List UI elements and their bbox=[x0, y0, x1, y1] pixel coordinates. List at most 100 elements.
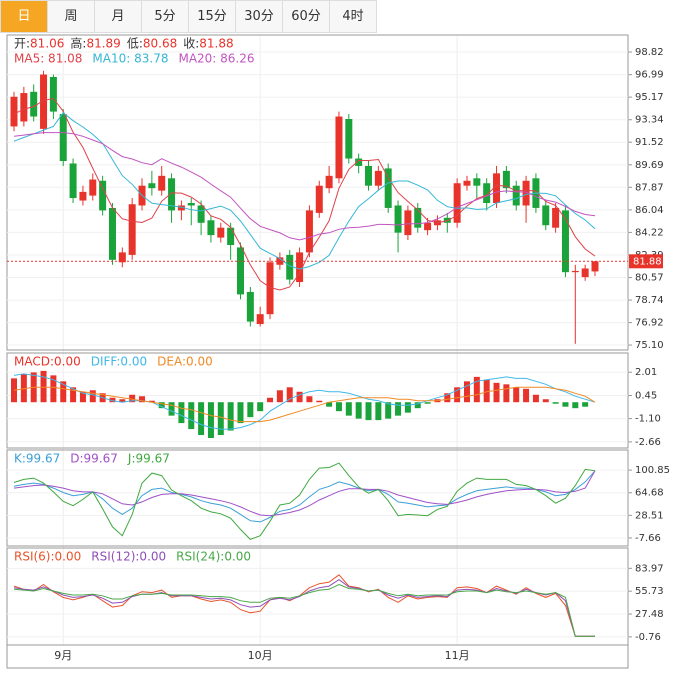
y-tick-label: 27.48 bbox=[635, 609, 664, 620]
indicator-line bbox=[13, 111, 596, 270]
x-axis-band bbox=[6, 644, 629, 669]
macd-bar bbox=[542, 399, 549, 403]
candle-body bbox=[365, 165, 373, 186]
candle-body bbox=[177, 205, 185, 211]
candle-body bbox=[502, 170, 510, 189]
y-tick-label: 86.04 bbox=[635, 205, 664, 216]
legend-entry: J:99.67 bbox=[127, 452, 170, 466]
y-tick-label: 84.22 bbox=[635, 227, 664, 238]
macd-bar bbox=[335, 402, 342, 412]
period-tab[interactable]: 4时 bbox=[329, 1, 376, 32]
legend-entry: MA20: 86.26 bbox=[178, 52, 254, 66]
candle-body bbox=[158, 175, 166, 191]
candle-body bbox=[266, 262, 274, 315]
indicator-line bbox=[13, 132, 596, 241]
candle-body bbox=[335, 116, 343, 179]
info-label: 收: bbox=[183, 37, 199, 51]
period-tab[interactable]: 15分 bbox=[188, 1, 235, 32]
x-tick-label: 11月 bbox=[445, 649, 470, 662]
candle-body bbox=[296, 252, 304, 283]
indicator-line bbox=[13, 373, 596, 430]
last-price-tag bbox=[629, 254, 663, 269]
indicator-line bbox=[13, 583, 595, 637]
period-tab[interactable]: 日 bbox=[0, 1, 47, 32]
macd-bar bbox=[40, 370, 47, 403]
macd-bar bbox=[385, 402, 392, 419]
macd-bar bbox=[276, 390, 283, 403]
indicator-line bbox=[13, 574, 595, 637]
macd-bar bbox=[188, 402, 195, 430]
macd-bar bbox=[60, 381, 67, 403]
y-tick-label: -0.76 bbox=[635, 632, 661, 643]
macd-bar bbox=[89, 390, 96, 403]
macd-bar bbox=[404, 402, 411, 413]
panel-border bbox=[6, 352, 629, 449]
macd-bar bbox=[424, 402, 431, 404]
candle-body bbox=[59, 114, 67, 161]
candle-body bbox=[571, 270, 579, 273]
indicator-line bbox=[13, 578, 595, 637]
candle-body bbox=[246, 291, 254, 322]
candle-body bbox=[522, 180, 530, 206]
candle-body bbox=[187, 203, 195, 206]
candle-body bbox=[10, 96, 18, 127]
macd-bar bbox=[296, 391, 303, 403]
y-tick-label: 83.97 bbox=[635, 563, 664, 574]
period-tab[interactable]: 60分 bbox=[282, 1, 329, 32]
candle-body bbox=[384, 168, 392, 208]
candle-body bbox=[414, 207, 422, 228]
macd-bar bbox=[129, 394, 136, 403]
macd-bar bbox=[217, 402, 224, 436]
candle-body bbox=[40, 74, 48, 129]
macd-bar bbox=[119, 399, 126, 403]
period-tab[interactable]: 周 bbox=[47, 1, 94, 32]
candle-body bbox=[118, 252, 126, 263]
legend-entry: MA5: 81.08 bbox=[14, 52, 82, 66]
candle-body bbox=[217, 227, 225, 238]
candle-body bbox=[128, 204, 136, 255]
candle-body bbox=[197, 205, 205, 223]
macd-bar bbox=[316, 400, 323, 403]
y-tick-label: 78.74 bbox=[635, 295, 664, 306]
macd-bar bbox=[444, 393, 451, 403]
candle-body bbox=[69, 163, 77, 199]
x-tick-label: 10月 bbox=[248, 649, 273, 662]
candle-body bbox=[227, 227, 235, 245]
candle-body bbox=[286, 254, 294, 280]
candle-body bbox=[424, 222, 432, 231]
y-tick-label: 93.34 bbox=[635, 115, 664, 126]
candle-body bbox=[325, 175, 333, 189]
macd-bar bbox=[552, 402, 559, 404]
candle-body bbox=[345, 119, 353, 159]
candle-body bbox=[148, 183, 156, 189]
y-tick-label: 80.57 bbox=[635, 272, 664, 283]
macd-bar bbox=[572, 402, 579, 409]
period-tab[interactable]: 月 bbox=[94, 1, 141, 32]
macd-bar bbox=[483, 379, 490, 403]
panel-border bbox=[6, 449, 629, 547]
candle-body bbox=[493, 173, 501, 203]
macd-bar bbox=[375, 402, 382, 421]
macd-bar bbox=[20, 373, 27, 403]
macd-bar bbox=[414, 402, 421, 409]
y-tick-label: 98.82 bbox=[635, 47, 664, 58]
legend-entry: RSI(12):0.00 bbox=[91, 550, 166, 564]
candle-body bbox=[483, 183, 491, 203]
period-tab[interactable]: 5分 bbox=[141, 1, 188, 32]
legend-entry: DEA:0.00 bbox=[157, 355, 213, 369]
y-tick-label: 91.52 bbox=[635, 137, 664, 148]
panel-border bbox=[6, 547, 629, 646]
macd-bar bbox=[326, 402, 333, 407]
candle-body bbox=[355, 158, 363, 166]
macd-bar bbox=[79, 391, 86, 403]
y-tick-label: 76.92 bbox=[635, 318, 664, 329]
indicator-line bbox=[13, 462, 596, 540]
period-tab[interactable]: 30分 bbox=[235, 1, 282, 32]
macd-bar bbox=[109, 397, 116, 403]
candle-body bbox=[99, 180, 107, 211]
indicator-line bbox=[13, 97, 596, 291]
y-tick-label: 75.10 bbox=[635, 340, 664, 351]
candle-body bbox=[404, 210, 412, 236]
y-tick-label: 100.85 bbox=[635, 465, 670, 476]
